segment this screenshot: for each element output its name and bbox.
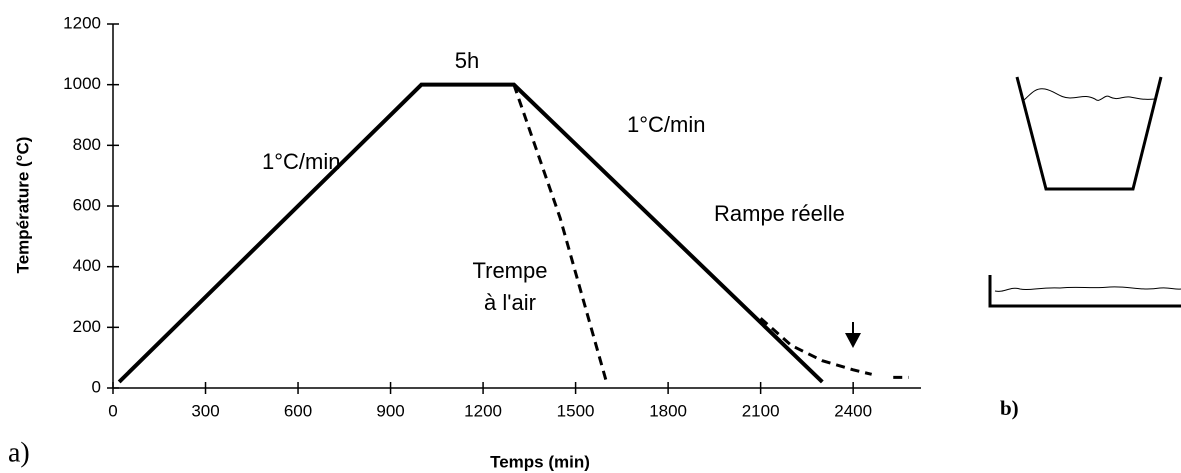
x-tick-label: 600 [284,401,312,420]
y-tick-label: 200 [73,317,101,336]
x-tick-label: 1500 [557,401,595,420]
x-tick-label: 0 [108,401,117,420]
annotation: 1°C/min [627,112,705,137]
y-tick-label: 0 [92,377,101,396]
panel-label: a) [8,437,30,468]
x-tick-label: 1800 [649,401,687,420]
annotation: Trempe [473,258,548,283]
arrow [845,322,861,348]
series-line [512,84,608,383]
x-tick-label: 900 [376,401,404,420]
series-line [759,317,909,379]
annotation: à l'air [484,290,536,315]
crucible-flat [988,275,1181,308]
panel-label: b) [1000,396,1019,420]
y-tick-label: 800 [73,135,101,154]
x-axis-label: Temps (min) [490,452,590,471]
x-tick-label: 2100 [742,401,780,420]
series-line [117,82,824,384]
x-tick-label: 1200 [464,401,502,420]
annotation: 1°C/min [262,149,340,174]
x-tick-label: 2400 [834,401,872,420]
y-tick-label: 1200 [63,13,101,32]
annotation: 5h [455,48,479,73]
crucible-deep [1015,76,1163,191]
annotation: Rampe réelle [714,201,845,226]
y-tick-label: 600 [73,195,101,214]
y-tick-label: 1000 [63,74,101,93]
x-tick-label: 300 [191,401,219,420]
y-axis-label: Température (°C) [13,137,32,274]
y-tick-label: 400 [73,256,101,275]
